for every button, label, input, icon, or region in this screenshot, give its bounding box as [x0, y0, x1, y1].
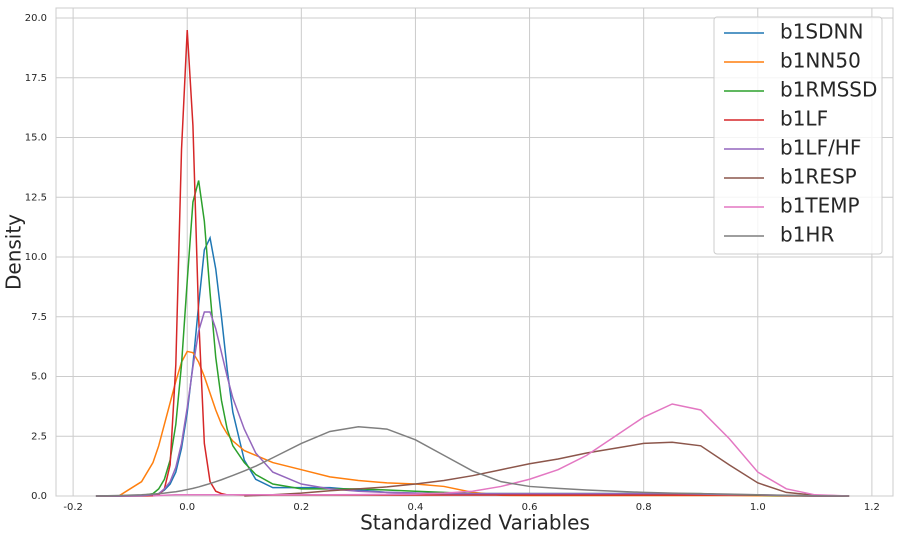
y-axis-label: Density: [2, 214, 26, 290]
y-tick-label: 15.0: [25, 133, 47, 144]
series-line: [95, 425, 850, 497]
legend-label: b1NN50: [780, 49, 861, 73]
series-line: [152, 403, 850, 497]
y-tick-label: 5.0: [31, 372, 47, 383]
y-tick-label: 7.5: [31, 312, 47, 323]
legend-label: b1LF: [780, 107, 828, 131]
x-tick-label: 1.2: [864, 502, 880, 513]
plot-border: [55, 7, 894, 497]
legend-label: b1TEMP: [780, 194, 860, 218]
legend-label: b1HR: [780, 223, 834, 247]
legend: b1SDNN b1NN50 b1RMSSD b1LF b1LF/HF b1RESP b1TE…: [713, 16, 883, 255]
y-tick-label: 2.5: [31, 431, 47, 442]
y-tick-label: 20.0: [25, 13, 47, 24]
legend-label: b1SDNN: [780, 20, 863, 44]
x-tick-label: 1.0: [750, 502, 766, 513]
legend-label: b1RMSSD: [780, 78, 877, 102]
legend-label: b1RESP: [780, 165, 857, 189]
y-tick-label: 10.0: [25, 252, 47, 263]
x-tick-label: 0.6: [522, 502, 538, 513]
series-line: [95, 311, 850, 497]
x-tick-label: 0.2: [293, 502, 309, 513]
series-line: [244, 441, 850, 497]
x-tick-label: 0.4: [407, 502, 423, 513]
x-tick-label: -0.2: [63, 502, 83, 513]
y-tick-label: 17.5: [25, 73, 47, 84]
x-tick-label: 0.8: [636, 502, 652, 513]
legend-label: b1LF/HF: [780, 136, 861, 160]
x-axis-label: Standardized Variables: [360, 511, 590, 535]
x-tick-label: 0.0: [179, 502, 195, 513]
y-tick-label: 12.5: [25, 192, 47, 203]
legend-box: [713, 16, 883, 255]
y-tick-label: 0.0: [31, 491, 47, 502]
